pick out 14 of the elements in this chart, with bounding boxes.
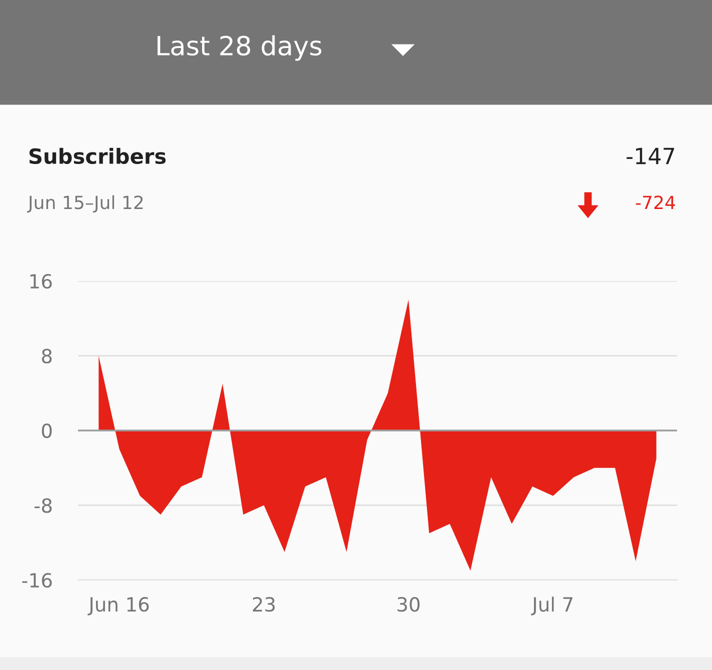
chart-title: Last 28 days [158, 35, 322, 61]
text: Jun 15–Jul 12 [27, 195, 143, 213]
x-tick-label: 23 [252, 597, 275, 612]
chart-subtitle: Subscribers [29, 148, 166, 164]
y-tick-label: -8 [34, 498, 52, 513]
y-tick-label: 8 [42, 348, 52, 364]
y-tick-label: 0 [42, 423, 52, 438]
x-tick-label: Jul 7 [531, 596, 572, 616]
text: -724 [636, 196, 675, 209]
x-tick-label: Jun 16 [88, 597, 149, 616]
text: -147 [626, 148, 674, 164]
y-tick-label: 16 [30, 274, 52, 289]
x-tick-label: 30 [398, 597, 420, 612]
y-tick-label: -16 [22, 572, 52, 588]
